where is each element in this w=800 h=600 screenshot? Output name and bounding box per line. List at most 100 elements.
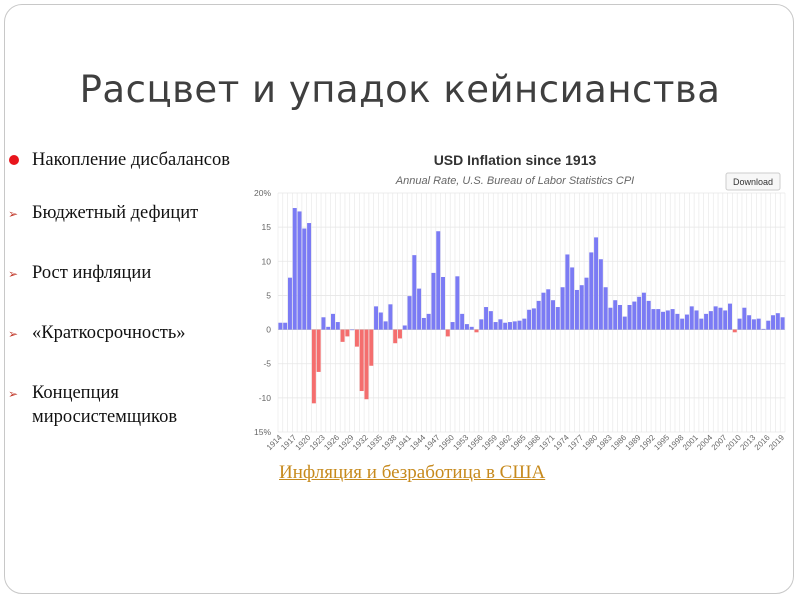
bar-2011	[742, 307, 747, 330]
bar-1966	[527, 309, 532, 330]
bar-1938	[393, 329, 398, 344]
bar-1928	[345, 329, 350, 337]
plot-area: 20%151050-5-1015%19141917192019231926192…	[254, 188, 786, 452]
arrow-icon: ➢	[8, 267, 19, 281]
bar-1988	[632, 301, 637, 330]
download-button[interactable]: Download	[725, 172, 781, 191]
slide-frame	[4, 4, 794, 594]
bar-1933	[369, 329, 374, 366]
y-tick-label: 10	[262, 256, 272, 266]
bar-1940	[402, 325, 407, 330]
bar-1953	[464, 324, 469, 330]
bar-1945	[426, 313, 431, 330]
bullet-item-2: ➢ Бюджетный дефицит	[8, 201, 263, 225]
bar-1980	[594, 237, 599, 330]
bar-1967	[531, 308, 536, 330]
bar-1918	[297, 211, 302, 330]
bullet-item-5: ➢ Концепция миросистемщиков	[8, 381, 263, 429]
bar-1973	[560, 287, 565, 330]
bar-1920	[307, 223, 312, 330]
bar-2004	[708, 311, 713, 330]
bar-1998	[680, 318, 685, 330]
bar-1929	[350, 329, 355, 331]
bar-1971	[551, 300, 556, 330]
bar-1963	[512, 321, 517, 330]
inflation-unemployment-link[interactable]: Инфляция и безработица в США	[279, 462, 546, 483]
dot-icon	[9, 155, 19, 165]
bar-1964	[517, 320, 522, 330]
bar-1951	[455, 276, 460, 330]
bar-1972	[555, 307, 560, 330]
bar-1944	[421, 317, 426, 330]
bar-1922	[316, 329, 321, 372]
bar-1987	[627, 304, 632, 330]
bar-1984	[613, 300, 618, 330]
bar-2000	[689, 306, 694, 330]
bar-1939	[397, 329, 402, 339]
bar-1931	[359, 329, 364, 392]
arrow-icon: ➢	[8, 327, 19, 341]
bar-1941	[407, 296, 412, 330]
bar-1997	[675, 313, 680, 330]
bar-2014	[756, 318, 761, 330]
bar-1947	[436, 231, 441, 330]
bar-1970	[546, 289, 551, 330]
bar-1921	[311, 329, 316, 404]
bar-1958	[488, 311, 493, 330]
bar-2009	[732, 329, 737, 333]
y-tick-label: 5	[266, 290, 271, 300]
bar-1983	[608, 307, 613, 330]
bar-1925	[331, 313, 335, 330]
bar-1960	[498, 319, 503, 330]
bar-1950	[450, 322, 455, 330]
bar-1936	[383, 321, 388, 330]
bar-1968	[536, 300, 541, 330]
bar-1926	[335, 322, 340, 330]
bar-1946	[431, 272, 436, 330]
inflation-chart: USD Inflation since 1913 Annual Rate, U.…	[254, 152, 786, 452]
bar-1935	[378, 312, 383, 330]
bar-1952	[460, 313, 465, 330]
bullet-text: Концепция миросистемщиков	[32, 383, 178, 427]
bar-1986	[622, 316, 627, 330]
bar-1934	[374, 306, 379, 330]
bar-1930	[354, 329, 359, 347]
y-tick-label: 0	[266, 325, 271, 335]
bar-1956	[479, 319, 484, 330]
bar-1977	[579, 285, 584, 330]
bar-2017	[771, 315, 776, 330]
bar-1915	[283, 322, 288, 330]
bar-2010	[737, 318, 742, 330]
chart-subtitle: Annual Rate, U.S. Bureau of Labor Statis…	[395, 175, 634, 187]
bar-2013	[751, 319, 756, 330]
bullet-item-3: ➢ Рост инфляции	[8, 261, 263, 285]
bar-2005	[713, 306, 718, 330]
bar-1981	[598, 259, 603, 330]
y-tick-label: 15	[262, 222, 272, 232]
bar-2003	[704, 313, 709, 330]
bullet-text: «Краткосрочность»	[32, 323, 186, 343]
bar-2016	[766, 320, 771, 330]
bar-1995	[665, 310, 670, 330]
bar-1982	[603, 287, 608, 330]
bar-2002	[699, 318, 704, 330]
bar-1927	[340, 329, 345, 342]
bar-1954	[469, 326, 474, 330]
bar-1992	[651, 309, 656, 330]
y-tick-label: -5	[263, 359, 271, 369]
bar-1914	[278, 322, 283, 330]
bar-1949	[445, 329, 450, 337]
chart-title: USD Inflation since 1913	[434, 152, 597, 168]
bar-1996	[670, 309, 675, 330]
bar-2001	[694, 310, 699, 330]
slide-title: Расцвет и упадок кейнсианства	[79, 68, 721, 111]
bar-1975	[570, 267, 575, 330]
bar-1979	[589, 252, 594, 330]
bar-1943	[417, 288, 422, 330]
bar-1969	[541, 292, 546, 330]
bar-1976	[574, 289, 579, 330]
bar-1989	[637, 296, 642, 330]
x-tick-label: 2019	[767, 433, 786, 452]
bar-1974	[565, 254, 570, 330]
bar-1978	[584, 277, 589, 330]
